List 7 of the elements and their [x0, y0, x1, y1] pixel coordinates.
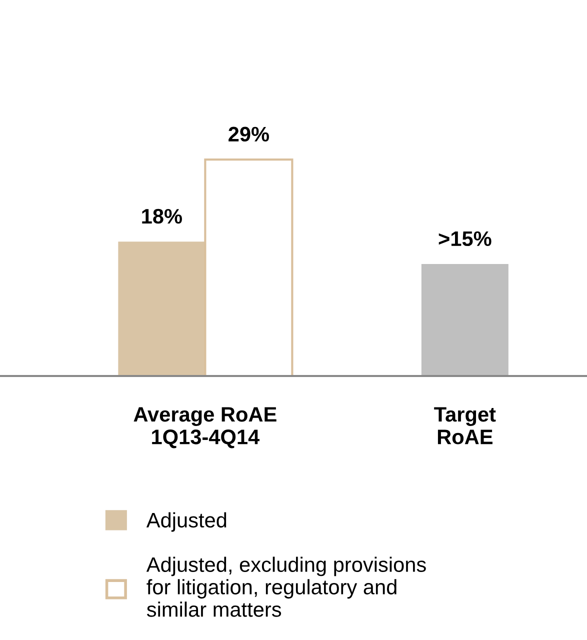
data-label: >15%	[438, 231, 492, 246]
legend-label: Adjusted, excluding provisions for litigation, regulatory and similar matters	[146, 556, 426, 617]
legend-label: Adjusted	[146, 512, 226, 532]
x-tick-label: Target RoAE	[434, 407, 496, 444]
data-label: 29%	[228, 126, 269, 142]
data-label: 18%	[142, 208, 182, 224]
x-tick-label: Average RoAE 1Q13-4Q14	[134, 407, 276, 448]
